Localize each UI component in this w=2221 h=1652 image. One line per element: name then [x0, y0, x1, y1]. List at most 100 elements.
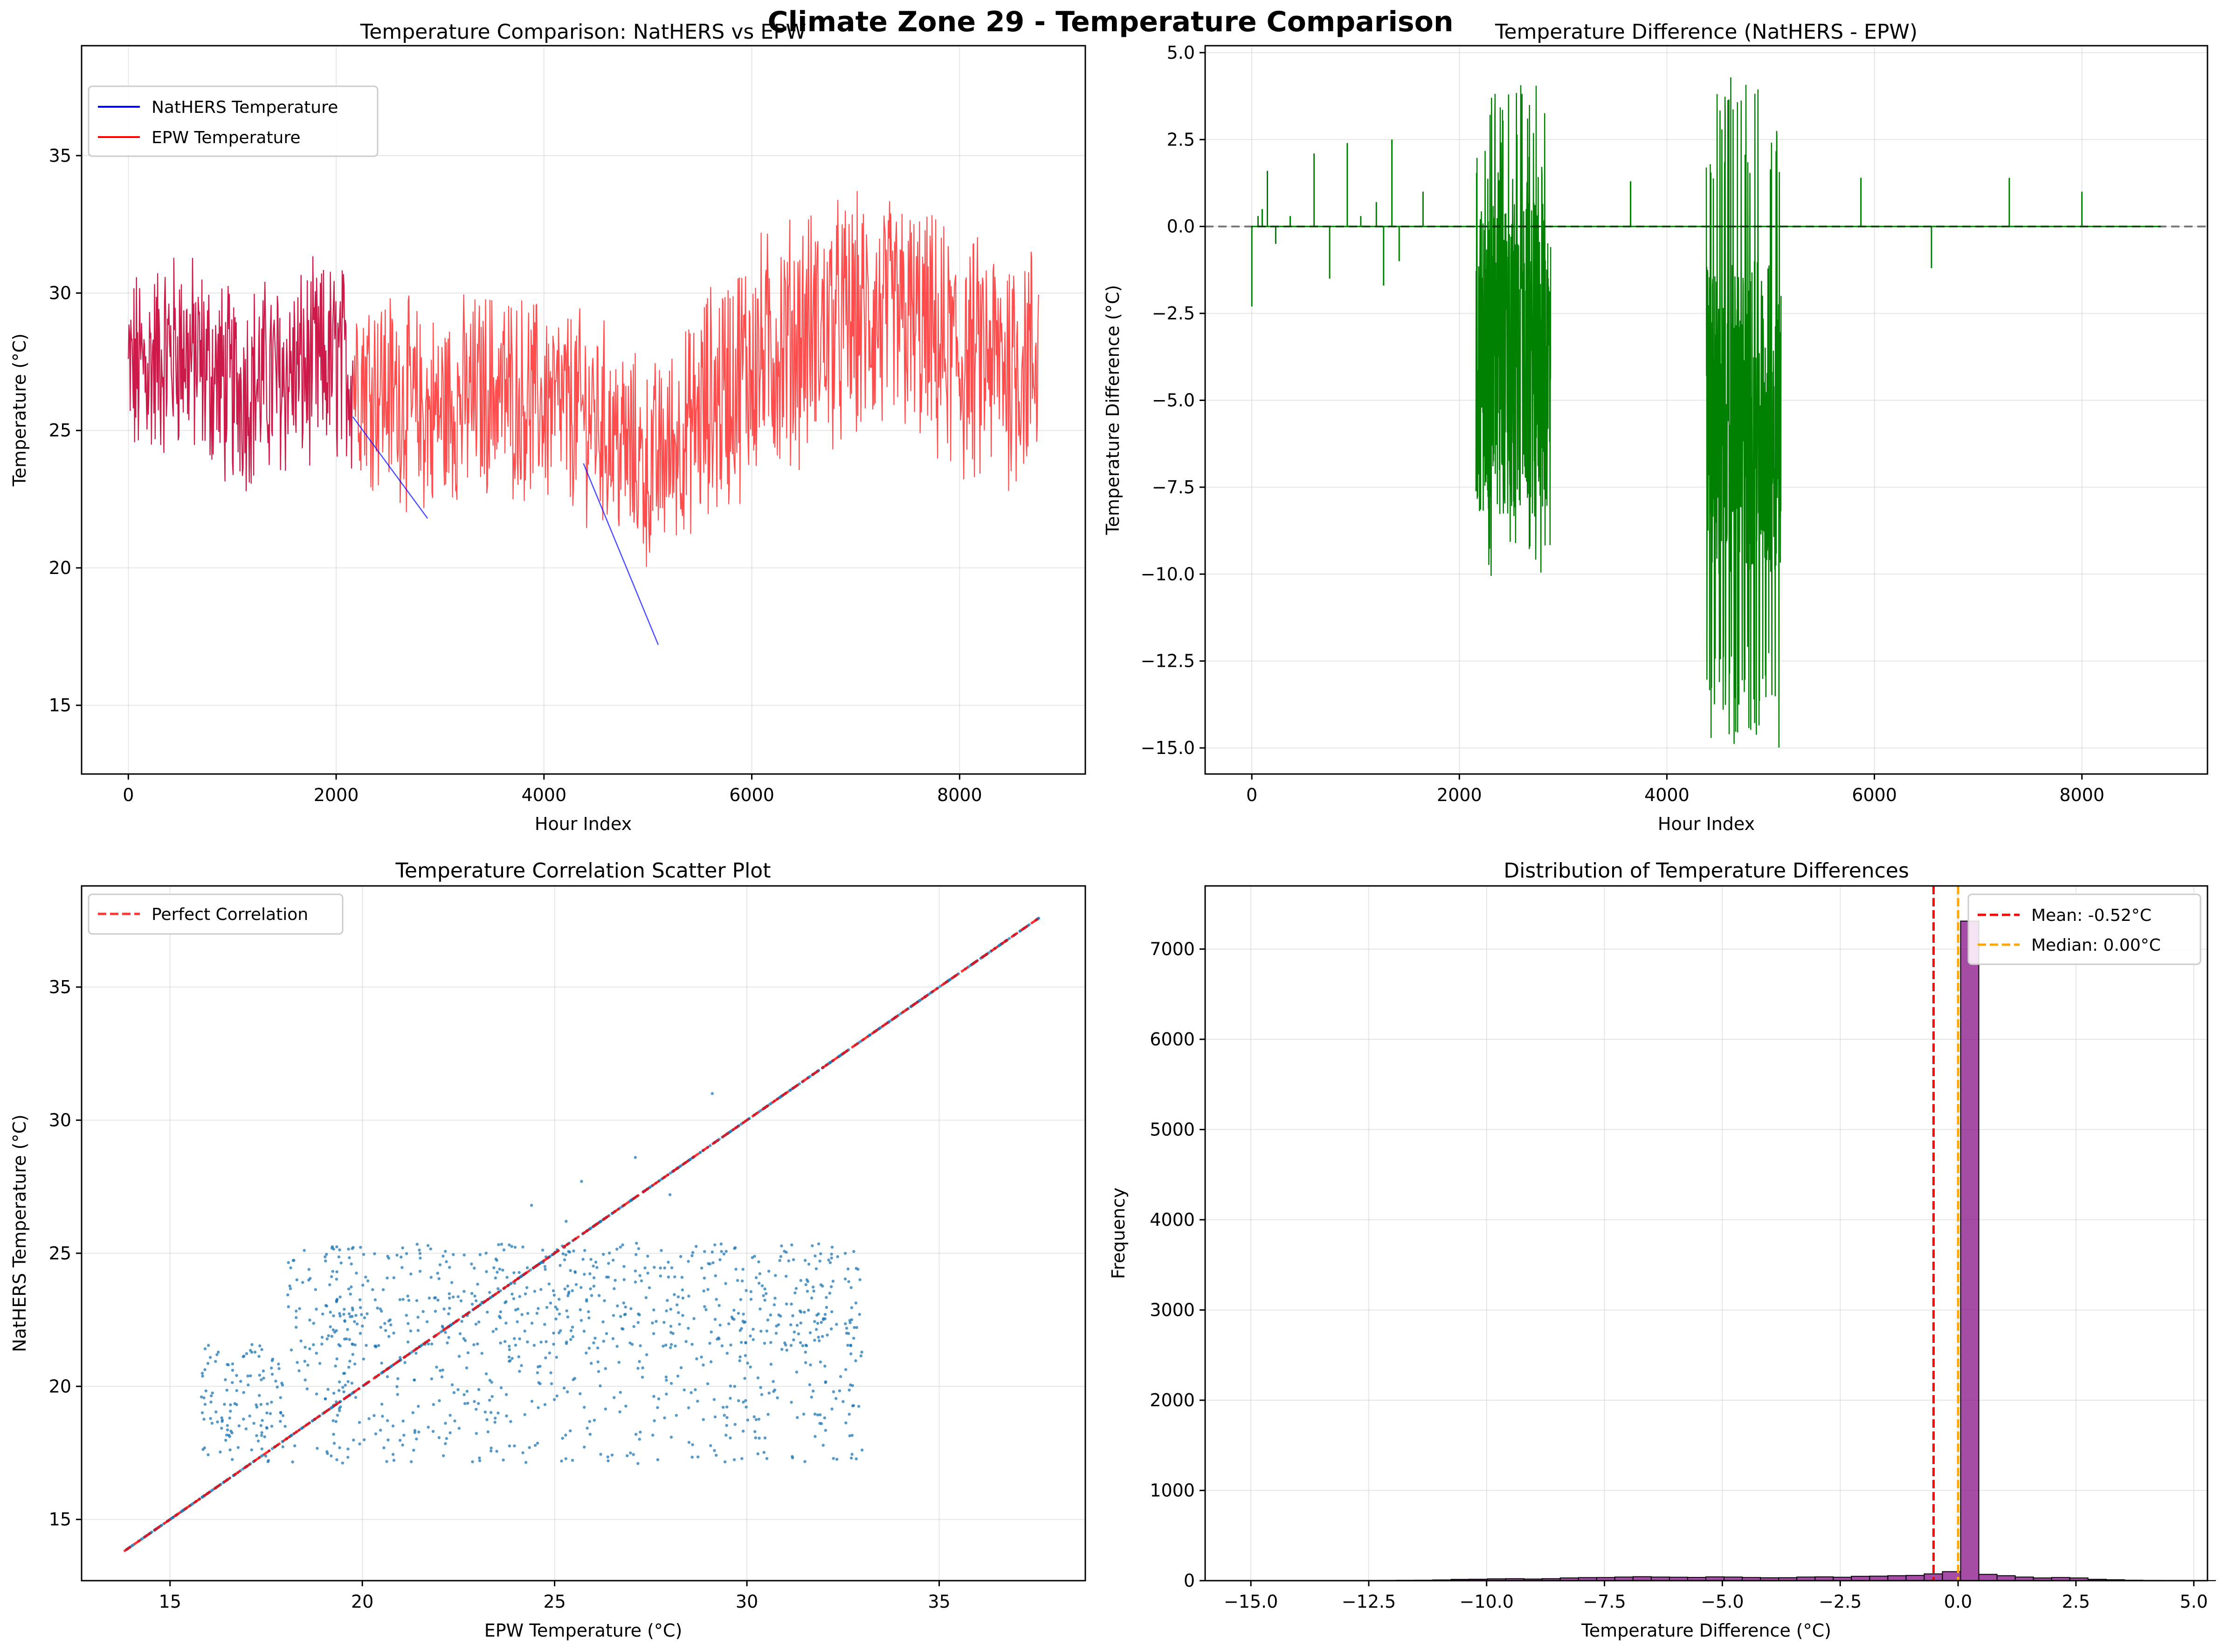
scatter-point	[710, 1330, 713, 1334]
scatter-point	[680, 1276, 684, 1279]
scatter-point	[332, 1314, 335, 1318]
scatter-point	[773, 1303, 776, 1306]
scatter-point	[804, 1283, 807, 1286]
scatter-point	[740, 1457, 744, 1460]
legend-box	[88, 85, 379, 157]
scatter-point	[335, 1270, 338, 1273]
scatter-point	[734, 1267, 738, 1271]
x-tick-label: −12.5	[1342, 1591, 1396, 1612]
x-axis-label: Hour Index	[535, 814, 632, 834]
scatter-point	[622, 1301, 625, 1305]
scatter-point	[248, 1414, 251, 1418]
chart-title: Temperature Correlation Scatter Plot	[395, 859, 771, 883]
scatter-point	[823, 1364, 827, 1368]
scatter-point	[687, 1327, 690, 1330]
scatter-point	[850, 1452, 854, 1456]
scatter-point	[354, 1396, 358, 1399]
scatter-point	[607, 1459, 610, 1463]
scatter-point	[808, 1383, 812, 1386]
scatter-point	[536, 1441, 539, 1445]
scatter-point	[744, 1341, 747, 1345]
y-tick-label: 35	[49, 977, 71, 997]
x-tick-label: 20	[351, 1591, 373, 1612]
scatter-point	[477, 1320, 481, 1324]
scatter-point	[532, 1344, 536, 1347]
scatter-point	[260, 1434, 263, 1437]
scatter-point	[277, 1362, 280, 1366]
scatter-point	[815, 1313, 819, 1317]
scatter-point	[366, 1312, 369, 1315]
scatter-point	[737, 1399, 740, 1403]
scatter-point	[938, 985, 942, 988]
scatter-point	[442, 1307, 446, 1311]
scatter-point	[818, 1339, 821, 1342]
scatter-point	[660, 1249, 663, 1252]
scatter-point	[295, 1309, 298, 1313]
scatter-point	[441, 1325, 444, 1328]
scatter-point	[398, 1438, 402, 1442]
scatter-point	[667, 1260, 670, 1264]
scatter-point	[200, 1395, 203, 1399]
scatter-point	[653, 1419, 656, 1423]
scatter-point	[253, 1350, 257, 1354]
scatter-point	[260, 1454, 263, 1458]
scatter-point	[635, 1242, 638, 1245]
x-tick-label: 6000	[1852, 785, 1897, 805]
scatter-point	[494, 1276, 497, 1280]
scatter-point	[857, 1404, 861, 1408]
scatter-point	[211, 1391, 214, 1395]
scatter-point	[450, 1281, 454, 1284]
scatter-point	[636, 1321, 640, 1324]
scatter-point	[509, 1420, 512, 1423]
scatter-point	[549, 1301, 552, 1305]
scatter-point	[634, 1156, 637, 1159]
scatter-point	[242, 1391, 245, 1394]
scatter-point	[412, 1448, 415, 1452]
scatter-point	[510, 1245, 513, 1248]
scatter-point	[670, 1266, 674, 1270]
x-ticks: 15 20 25 30 35	[159, 1581, 951, 1612]
scatter-point	[307, 1268, 310, 1271]
scatter-point	[523, 1413, 526, 1416]
figure-title: Climate Zone 29 - Temperature Comparison	[767, 6, 1454, 38]
scatter-point	[430, 1342, 434, 1346]
scatter-point	[793, 1330, 796, 1334]
scatter-point	[629, 1307, 633, 1310]
scatter-point	[335, 1278, 338, 1281]
scatter-point	[594, 1260, 598, 1264]
scatter-point	[446, 1341, 449, 1345]
scatter-point	[409, 1460, 413, 1464]
scatter-point	[366, 1279, 370, 1283]
scatter-point	[564, 1457, 567, 1460]
scatter-point	[495, 1450, 498, 1453]
scatter-point	[377, 1344, 380, 1347]
scatter-point	[613, 1396, 616, 1399]
scatter-point	[436, 1299, 440, 1302]
scatter-point	[552, 1342, 555, 1346]
scatter-point	[589, 1226, 593, 1230]
scatter-point	[724, 1460, 727, 1464]
scatter-point	[229, 1403, 232, 1406]
scatter-point	[476, 1282, 479, 1286]
scatter-point	[759, 1386, 762, 1389]
scatter-point	[530, 1400, 534, 1403]
scatter-point	[673, 1293, 676, 1296]
scatter-point	[291, 1460, 294, 1464]
scatter-point	[662, 1344, 665, 1348]
scatter-point	[448, 1306, 451, 1310]
scatter-point	[308, 1318, 311, 1322]
scatter-point	[348, 1360, 352, 1363]
scatter-point	[465, 1366, 469, 1369]
scatter-point	[698, 1151, 702, 1154]
scatter-point	[668, 1193, 672, 1196]
scatter-point	[788, 1089, 792, 1092]
scatter-point	[362, 1357, 366, 1361]
scatter-point	[207, 1344, 210, 1347]
chart-title: Distribution of Temperature Differences	[1504, 859, 1909, 883]
scatter-point	[729, 1436, 732, 1440]
scatter-point	[713, 1415, 717, 1418]
scatter-point	[619, 1245, 622, 1249]
scatter-point	[259, 1403, 262, 1406]
scatter-point	[754, 1418, 758, 1421]
scatter-point	[543, 1265, 547, 1268]
